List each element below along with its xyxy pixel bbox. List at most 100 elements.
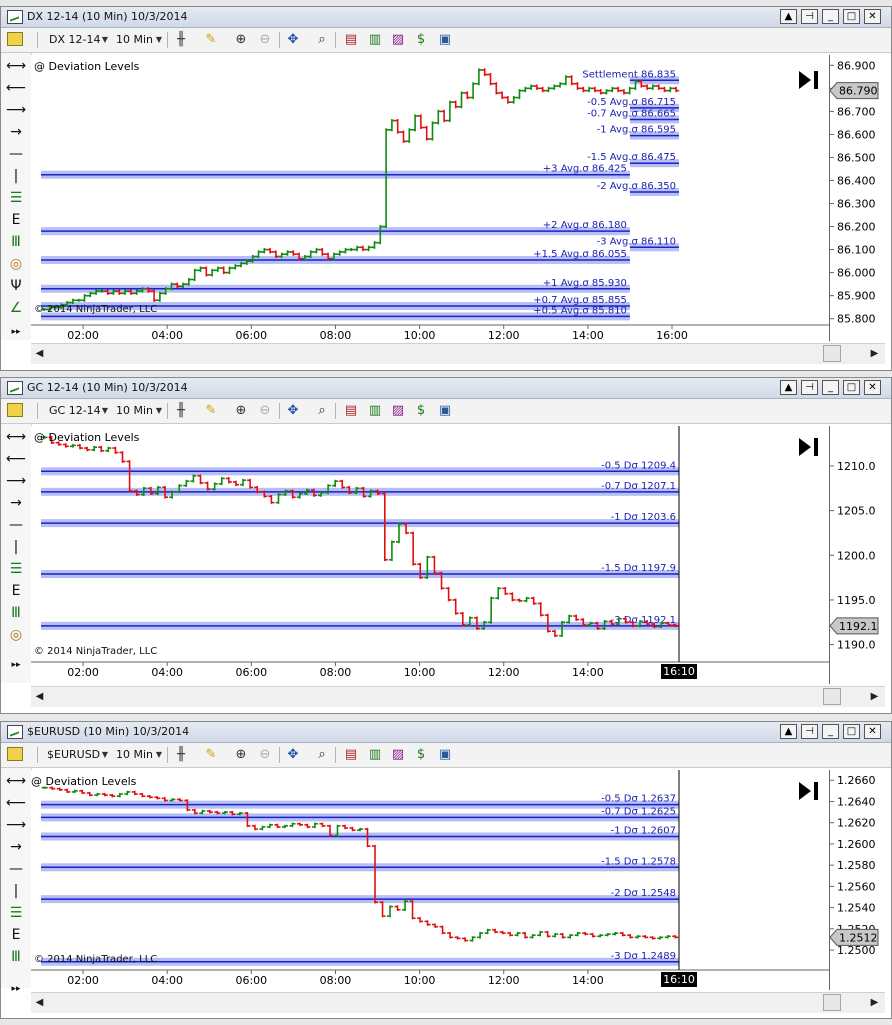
instrument-dropdown-icon[interactable]: ▼ — [101, 406, 109, 415]
scroll-left-arrow-icon[interactable]: ◀ — [35, 997, 44, 1008]
close-button[interactable]: ✕ — [864, 380, 881, 395]
ruler-tool-icon[interactable]: ⟷ — [5, 773, 27, 789]
sidebar-expand-icon[interactable]: ▸▸ — [11, 660, 21, 670]
strategies-icon[interactable]: ▥ — [368, 747, 382, 762]
sidebar-expand-icon[interactable]: ▸▸ — [11, 327, 21, 337]
toolbar-toggle-button[interactable]: ▲ — [780, 724, 797, 739]
zoom-in-icon[interactable]: ⊕ — [235, 403, 247, 418]
scroll-right-arrow-icon[interactable]: ▶ — [870, 348, 879, 359]
ruler-tool-icon[interactable]: ⟷ — [5, 429, 27, 445]
sidebar-expand-icon[interactable]: ▸▸ — [11, 984, 21, 994]
vertical-line-icon[interactable]: | — [13, 539, 19, 555]
price-chart-eurusd[interactable]: 02:00 04:00 06:00 08:00 10:00 12:00 14:00 -0.5 … — [31, 770, 829, 990]
interval-selector[interactable]: 10 Min — [116, 748, 154, 761]
fibonacci-retracement-icon[interactable]: ☰ — [9, 190, 23, 206]
zoom-in-icon[interactable]: ⊕ — [235, 32, 247, 47]
bar-type-icon[interactable]: ╫ — [177, 32, 185, 47]
line-tool-icon[interactable]: ⟵ — [5, 451, 27, 467]
fibonacci-extension-icon[interactable]: Ε — [11, 583, 21, 599]
close-button[interactable]: ✕ — [864, 724, 881, 739]
pin-button[interactable]: ⊣ — [801, 724, 818, 739]
properties-icon[interactable]: ▣ — [438, 403, 452, 418]
price-chart-gc[interactable]: 02:00 04:00 06:00 08:00 10:00 12:00 14:00 -0.5 … — [31, 426, 829, 684]
ray-tool-icon[interactable]: ⟶ — [5, 817, 27, 833]
ray-tool-icon[interactable]: ⟶ — [5, 102, 27, 118]
horizontal-line-icon[interactable]: — — [9, 146, 23, 162]
dollar-icon[interactable]: $ — [416, 403, 426, 418]
pin-button[interactable]: ⊣ — [801, 380, 818, 395]
window-titlebar[interactable]: DX 12-14 (10 Min) 10/3/2014 ▲ ⊣ _ □ ✕ — [1, 7, 891, 28]
go-to-end-icon[interactable] — [799, 69, 821, 91]
go-to-end-icon[interactable] — [799, 436, 821, 458]
extended-line-icon[interactable]: → — [10, 124, 22, 140]
strategies-icon[interactable]: ▥ — [368, 403, 382, 418]
scroll-left-arrow-icon[interactable]: ◀ — [35, 691, 44, 702]
crosshair-icon[interactable]: ✥ — [287, 403, 299, 418]
instrument-dropdown-icon[interactable]: ▼ — [101, 750, 109, 759]
fibonacci-retracement-icon[interactable]: ☰ — [9, 905, 23, 921]
toolbar-toggle-button[interactable]: ▲ — [780, 9, 797, 24]
toolbar-toggle-button[interactable]: ▲ — [780, 380, 797, 395]
maximize-button[interactable]: □ — [843, 724, 860, 739]
price-chart-dx[interactable]: 02:00 04:00 06:00 08:00 10:00 12:00 14:00 16:00… — [31, 55, 829, 342]
ruler-icon[interactable] — [7, 32, 23, 46]
horizontal-line-icon[interactable]: — — [9, 861, 23, 877]
indicators-icon[interactable]: ▤ — [344, 32, 358, 47]
fibonacci-extension-icon[interactable]: Ε — [11, 927, 21, 943]
magnifier-icon[interactable]: ⌕ — [318, 403, 326, 418]
instrument-selector[interactable]: $EURUSD — [47, 748, 101, 761]
scroll-right-arrow-icon[interactable]: ▶ — [870, 691, 879, 702]
window-titlebar[interactable]: GC 12-14 (10 Min) 10/3/2014 ▲ ⊣ _ □ ✕ — [1, 378, 891, 399]
line-tool-icon[interactable]: ⟵ — [5, 795, 27, 811]
go-to-end-icon[interactable] — [799, 780, 821, 802]
drawing-pencil-icon[interactable]: ✎ — [205, 32, 217, 47]
vertical-line-icon[interactable]: | — [13, 168, 19, 184]
minimize-button[interactable]: _ — [822, 724, 839, 739]
scroll-left-arrow-icon[interactable]: ◀ — [35, 348, 44, 359]
fib-circle-icon[interactable]: ◎ — [9, 627, 23, 643]
interval-dropdown-icon[interactable]: ▼ — [155, 35, 163, 44]
ruler-tool-icon[interactable]: ⟷ — [5, 58, 27, 74]
zoom-in-icon[interactable]: ⊕ — [235, 747, 247, 762]
time-zones-icon[interactable]: Ⅲ — [11, 234, 21, 250]
interval-selector[interactable]: 10 Min — [116, 404, 154, 417]
magnifier-icon[interactable]: ⌕ — [318, 32, 326, 47]
zoom-out-icon[interactable]: ⊖ — [259, 747, 271, 762]
ruler-icon[interactable] — [7, 747, 23, 761]
ruler-icon[interactable] — [7, 403, 23, 417]
extended-line-icon[interactable]: → — [10, 495, 22, 511]
scroll-thumb[interactable] — [823, 345, 841, 362]
interval-dropdown-icon[interactable]: ▼ — [155, 406, 163, 415]
indicators-icon[interactable]: ▤ — [344, 403, 358, 418]
crosshair-icon[interactable]: ✥ — [287, 747, 299, 762]
price-axis[interactable]: 1210.0 1205.0 1200.0 1195.0 1190.0 1192.1 — [829, 426, 885, 684]
properties-icon[interactable]: ▣ — [438, 747, 452, 762]
drawing-pencil-icon[interactable]: ✎ — [205, 403, 217, 418]
scroll-thumb[interactable] — [823, 688, 841, 705]
fib-circle-icon[interactable]: ◎ — [9, 256, 23, 272]
time-zones-icon[interactable]: Ⅲ — [11, 605, 21, 621]
zoom-out-icon[interactable]: ⊖ — [259, 32, 271, 47]
scroll-right-arrow-icon[interactable]: ▶ — [870, 997, 879, 1008]
zoom-out-icon[interactable]: ⊖ — [259, 403, 271, 418]
instrument-selector[interactable]: DX 12-14 — [49, 33, 101, 46]
fibonacci-extension-icon[interactable]: Ε — [11, 212, 21, 228]
dollar-icon[interactable]: $ — [416, 747, 426, 762]
horizontal-scrollbar[interactable]: ◀ ▶ — [31, 343, 885, 364]
crosshair-icon[interactable]: ✥ — [287, 32, 299, 47]
bar-type-icon[interactable]: ╫ — [177, 747, 185, 762]
properties-icon[interactable]: ▣ — [438, 32, 452, 47]
fibonacci-retracement-icon[interactable]: ☰ — [9, 561, 23, 577]
drawing-pencil-icon[interactable]: ✎ — [205, 747, 217, 762]
chart-trader-icon[interactable]: ▨ — [391, 747, 405, 762]
vertical-line-icon[interactable]: | — [13, 883, 19, 899]
chart-trader-icon[interactable]: ▨ — [391, 403, 405, 418]
gann-fan-icon[interactable]: ∠ — [9, 300, 23, 316]
pin-button[interactable]: ⊣ — [801, 9, 818, 24]
maximize-button[interactable]: □ — [843, 9, 860, 24]
interval-dropdown-icon[interactable]: ▼ — [155, 750, 163, 759]
instrument-dropdown-icon[interactable]: ▼ — [101, 35, 109, 44]
andrews-pitchfork-icon[interactable]: Ψ — [10, 278, 22, 294]
maximize-button[interactable]: □ — [843, 380, 860, 395]
strategies-icon[interactable]: ▥ — [368, 32, 382, 47]
